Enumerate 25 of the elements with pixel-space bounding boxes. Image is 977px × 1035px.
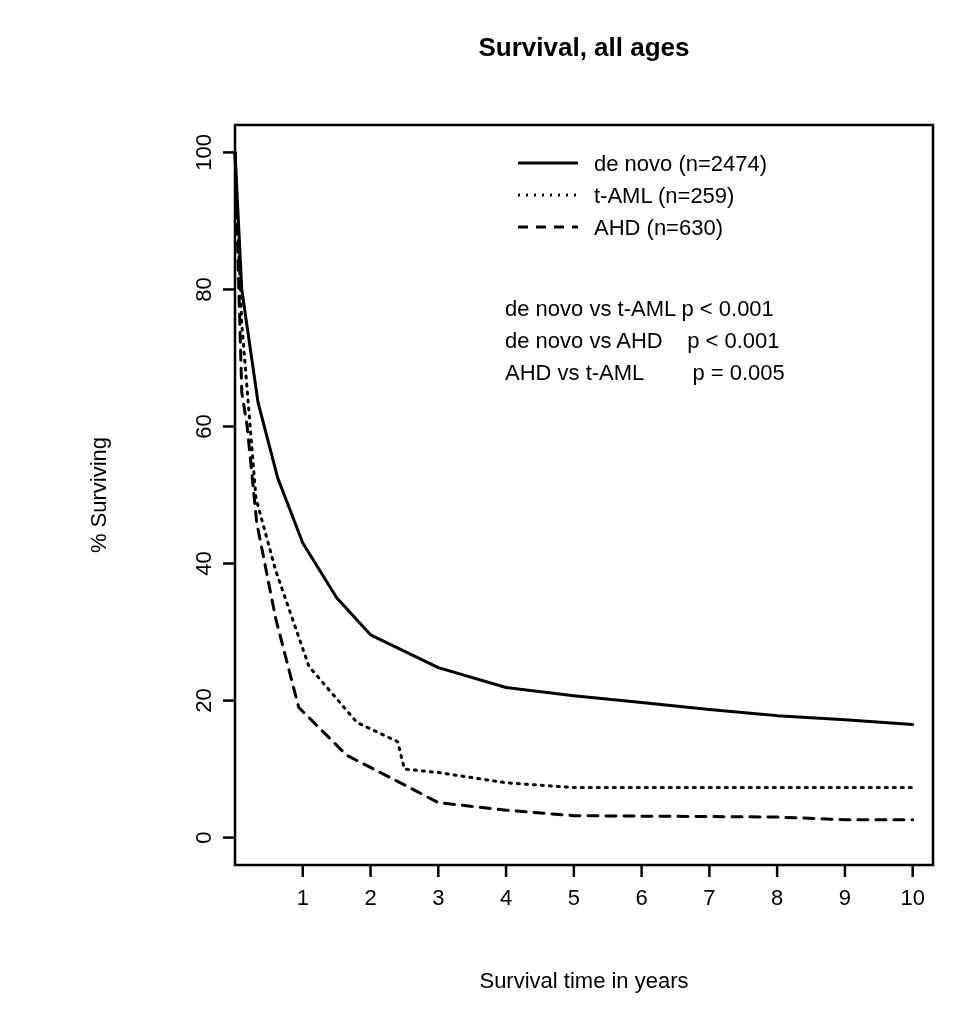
annotation: de novo vs t-AML p < 0.001 — [505, 296, 774, 321]
x-tick-label: 9 — [838, 885, 852, 910]
annotation: de novo vs AHD p < 0.001 — [505, 328, 780, 353]
y-axis-title: % Surviving — [86, 436, 111, 554]
x-tick-label: 1 — [296, 885, 309, 910]
x-axis-title: Survival time in years — [479, 968, 689, 993]
x-tick-label: 7 — [703, 885, 716, 910]
y-tick-label: 0 — [191, 831, 216, 844]
annotation: AHD vs t-AML p = 0.005 — [505, 360, 785, 385]
y-tick-label: 80 — [191, 277, 216, 302]
x-tick-label: 8 — [771, 885, 784, 910]
chart-title: Survival, all ages — [478, 32, 690, 62]
legend-label: t-AML (n=259) — [594, 183, 735, 208]
x-tick-label: 3 — [432, 885, 445, 910]
legend-label: de novo (n=2474) — [594, 151, 768, 176]
legend-label: AHD (n=630) — [594, 215, 724, 240]
x-tick-label: 6 — [635, 885, 648, 910]
y-tick-label: 100 — [191, 134, 216, 171]
y-tick-label: 20 — [191, 688, 216, 713]
x-tick-label: 5 — [567, 885, 580, 910]
y-tick-label: 40 — [191, 551, 216, 576]
x-tick-label: 2 — [364, 885, 377, 910]
x-tick-label: 4 — [499, 885, 513, 910]
x-tick-label: 10 — [900, 885, 925, 910]
y-tick-label: 60 — [191, 414, 216, 439]
